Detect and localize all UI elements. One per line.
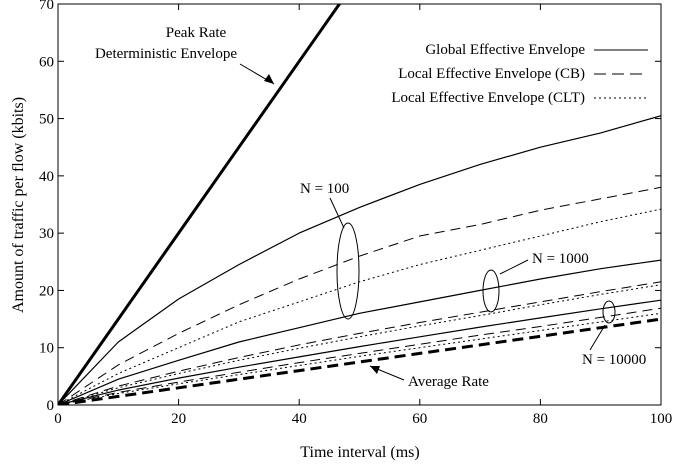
series-n-10000-solid-line [58, 299, 661, 405]
tick-marks [57, 3, 662, 406]
y-tick-label: 10 [39, 341, 54, 357]
n100-ellipse [336, 222, 360, 320]
series-average-thick-dashed-line [58, 317, 661, 405]
series-n-1000-dashed-line [58, 281, 661, 405]
y-tick-label: 60 [39, 54, 54, 70]
annotation-n100: N = 100 [300, 181, 349, 197]
y-tick-label: 40 [39, 169, 54, 185]
x-tick-labels: 0 20 40 60 80 100 [54, 411, 672, 427]
x-tick-label: 40 [292, 411, 307, 427]
n1000-pointer [499, 259, 529, 275]
annotation-peak-rate-line2: Deterministic Envelope [95, 46, 237, 62]
annotation-average-rate: Average Rate [408, 374, 489, 390]
legend-label-cb: Local Effective Envelope (CB) [398, 66, 585, 82]
x-tick-label: 0 [54, 411, 62, 427]
y-tick-label: 30 [39, 226, 54, 242]
annotations: Peak Rate Deterministic Envelope Average… [95, 25, 646, 390]
plot-frame [57, 3, 662, 406]
annotation-n1000: N = 1000 [532, 251, 589, 267]
series-n-100-dotted-line [58, 208, 661, 405]
y-tick-label: 0 [47, 398, 55, 414]
series-n-1000-dotted-line [58, 284, 661, 405]
x-tick-label: 60 [412, 411, 427, 427]
legend-label-global: Global Effective Envelope [425, 42, 585, 58]
x-axis-label: Time interval (ms) [300, 444, 419, 461]
y-tick-label: 50 [39, 112, 54, 128]
y-axis-label: Amount of traffic per flow (kbits) [10, 97, 27, 313]
n1000-ellipse [482, 269, 500, 313]
peak-rate-arrowhead [264, 74, 274, 84]
series-n-100-solid-line [58, 115, 661, 405]
legend: Global Effective Envelope Local Effectiv… [391, 42, 648, 106]
x-tick-label: 20 [171, 411, 186, 427]
annotation-peak-rate-line1: Peak Rate [166, 25, 227, 41]
legend-label-clt: Local Effective Envelope (CLT) [391, 90, 585, 106]
average-rate-arrowhead [370, 366, 380, 374]
y-tick-label: 20 [39, 283, 54, 299]
y-tick-labels: 0 10 20 30 40 50 60 70 [39, 0, 54, 414]
series-n-10000-dotted-line [58, 312, 661, 405]
annotation-n10000: N = 10000 [582, 352, 646, 368]
x-tick-label: 100 [650, 411, 673, 427]
series-n-1000-solid-line [58, 259, 661, 405]
n10000-pointer [589, 324, 606, 351]
y-tick-label: 70 [39, 0, 54, 13]
x-tick-label: 80 [533, 411, 548, 427]
series-n-100-dashed-line [58, 186, 661, 405]
series-peak-thick-line [58, 4, 342, 405]
n100-pointer [329, 197, 345, 229]
plot-area [58, 4, 661, 405]
n10000-ellipse [602, 300, 616, 324]
series-n-10000-dashed-line [58, 307, 661, 405]
